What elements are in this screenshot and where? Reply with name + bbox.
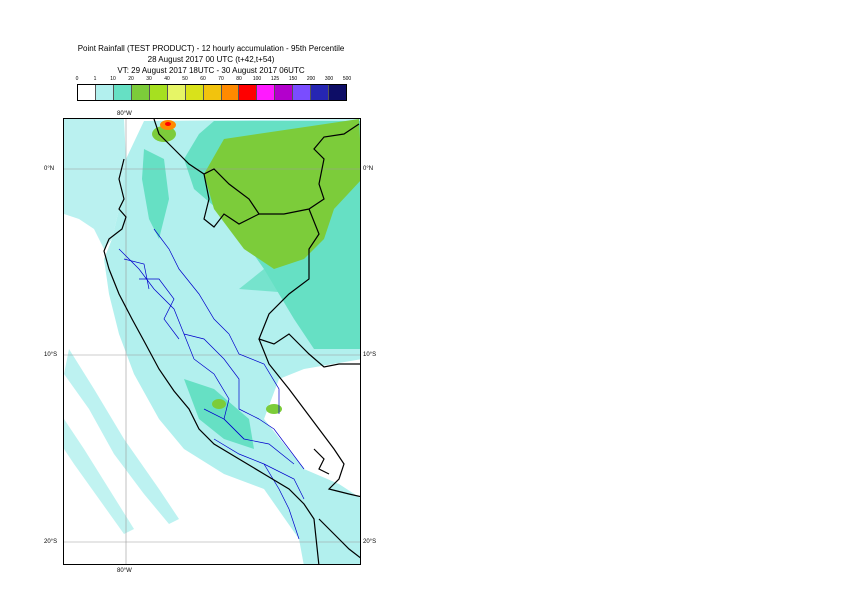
legend-swatch: [78, 85, 96, 100]
legend-threshold-label: 150: [288, 76, 298, 82]
lat-label-20s-left: 20°S: [44, 539, 58, 545]
legend-threshold-label: 125: [270, 76, 280, 82]
rain-20-30-cell: [266, 404, 282, 414]
legend-threshold-label: 500: [342, 76, 352, 82]
forecast-run-label: 28 August 2017 00 UTC (t+42,t+54): [147, 55, 275, 64]
legend-swatch: [167, 85, 186, 100]
map-title: Point Rainfall (TEST PRODUCT) - 12 hourl…: [77, 44, 345, 53]
legend-threshold-label: 20: [128, 76, 134, 82]
rain-10-20-region: [142, 149, 169, 239]
lat-label-10s-right: 10°S: [363, 352, 377, 358]
offshore-rain-streak: [64, 349, 179, 524]
national-borders: [103, 119, 360, 564]
legend-swatch: [221, 85, 240, 100]
offshore-rain-band: [64, 119, 126, 249]
legend-threshold-label: 200: [306, 76, 316, 82]
rain-10-20-region: [239, 229, 360, 309]
legend-threshold-label: 0: [75, 76, 79, 82]
offshore-rain-streak: [64, 419, 134, 534]
lon-label-bottom: 80°W: [117, 568, 132, 574]
legend-swatch: [149, 85, 168, 100]
lon-label-top: 80°W: [117, 111, 132, 117]
legend-threshold-label: 70: [218, 76, 224, 82]
legend-threshold-label: 300: [324, 76, 334, 82]
rainfall-map: [64, 119, 360, 564]
region-boundaries: [118, 228, 305, 540]
legend-swatch: [293, 85, 312, 100]
legend-swatch: [203, 85, 222, 100]
legend-swatch: [257, 85, 276, 100]
valid-time-label: VT: 29 August 2017 18UTC - 30 August 201…: [117, 66, 305, 75]
legend-swatch: [239, 85, 258, 100]
map-panel: [63, 118, 361, 565]
legend-swatch: [131, 85, 150, 100]
rain-20-30-cell: [212, 399, 226, 409]
legend-swatch: [95, 85, 114, 100]
lat-label-0-right: 0°N: [363, 166, 374, 172]
lat-label-20s-right: 20°S: [363, 539, 377, 545]
legend-swatch: [329, 85, 347, 100]
legend-threshold-label: 40: [164, 76, 170, 82]
legend-threshold-label: 50: [182, 76, 188, 82]
legend-swatch: [275, 85, 294, 100]
rain-peak-cell: [165, 122, 171, 126]
legend-threshold-label: 80: [236, 76, 242, 82]
lat-label-10s-left: 10°S: [44, 352, 58, 358]
legend-threshold-label: 100: [252, 76, 262, 82]
legend-threshold-label: 1: [93, 76, 97, 82]
legend-threshold-label: 10: [110, 76, 116, 82]
legend-swatch: [311, 85, 330, 100]
legend-threshold-label: 60: [200, 76, 206, 82]
legend-swatch: [185, 85, 204, 100]
legend-swatch: [113, 85, 132, 100]
lat-label-0-left: 0°N: [44, 166, 55, 172]
legend-color-bar: [77, 84, 347, 101]
legend-threshold-label: 30: [146, 76, 152, 82]
